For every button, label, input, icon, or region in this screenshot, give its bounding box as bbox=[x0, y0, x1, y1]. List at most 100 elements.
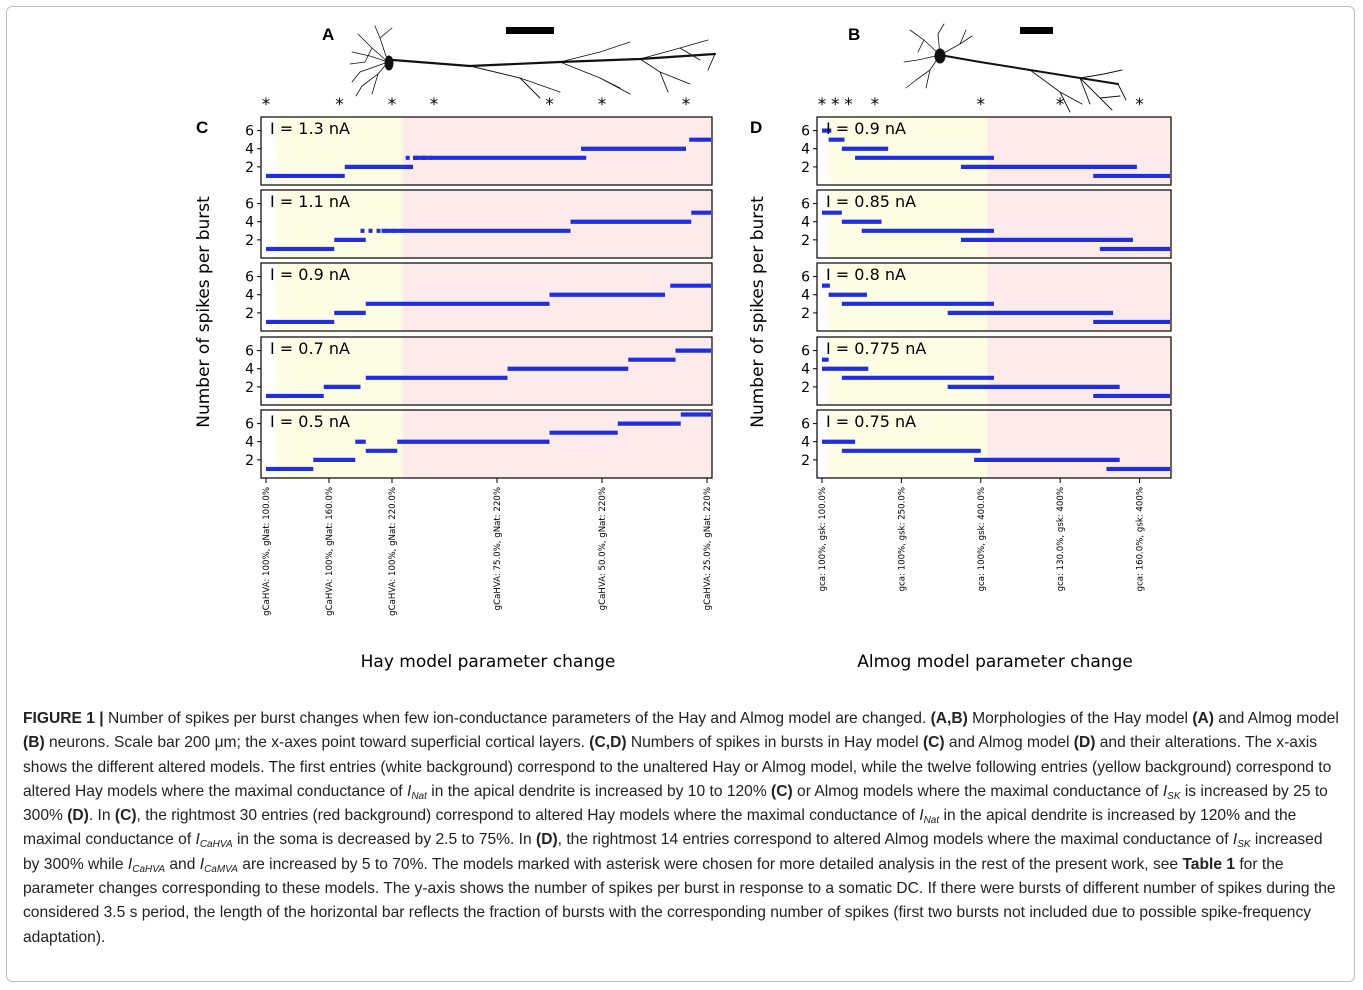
panel-label-c: C bbox=[196, 118, 208, 137]
y-tick-label: 6 bbox=[801, 197, 810, 213]
region-yellow bbox=[276, 337, 403, 405]
y-tick-label: 4 bbox=[245, 215, 254, 231]
y-tick-label: 2 bbox=[801, 453, 810, 469]
subplot-frame bbox=[260, 336, 713, 406]
y-tick-label: 2 bbox=[801, 233, 810, 249]
y-tick-label: 6 bbox=[801, 417, 810, 433]
caption-text: Morphologies of the Hay model bbox=[967, 710, 1193, 727]
asterisk-marker: * bbox=[844, 95, 853, 115]
current-label: I = 0.775 nA bbox=[826, 339, 926, 358]
region-unaltered bbox=[261, 410, 277, 478]
asterisk-marker: * bbox=[335, 95, 344, 115]
caption-text: neurons. Scale bar 200 μm; the x-axes po… bbox=[44, 734, 590, 752]
region-red bbox=[402, 337, 712, 405]
subplot-frame bbox=[816, 409, 1172, 479]
panel-label-b: B bbox=[848, 25, 860, 44]
region-red bbox=[987, 117, 1171, 185]
y-tick-label: 4 bbox=[801, 288, 810, 304]
caption-symbol: ISK bbox=[1162, 782, 1181, 802]
caption-text: in the soma is decreased by 2.5 to 75%. … bbox=[232, 831, 537, 849]
table-link[interactable]: Table 1 bbox=[1182, 855, 1236, 873]
caption-text: and bbox=[165, 855, 200, 873]
caption-text: , the rightmost 30 entries (red backgrou… bbox=[136, 807, 920, 825]
x-tick-label: gca: 160.0%, gsk: 400% bbox=[1136, 487, 1146, 591]
caption-ref: (D) bbox=[67, 807, 89, 825]
region-unaltered bbox=[817, 410, 829, 478]
caption-text: and Almog model bbox=[1213, 710, 1339, 727]
x-axis-label-d: Almog model parameter change bbox=[857, 652, 1133, 672]
asterisk-marker: * bbox=[1056, 95, 1065, 115]
y-tick-label: 4 bbox=[245, 142, 254, 158]
caption-text: and their alterations. The x-axis shows … bbox=[23, 734, 1332, 800]
y-tick-label: 2 bbox=[801, 380, 810, 396]
y-axis-label-c: Number of spikes per burst bbox=[194, 196, 214, 428]
region-yellow bbox=[276, 190, 403, 258]
x-tick-label: gca: 130.0%, gsk: 400% bbox=[1056, 487, 1066, 591]
asterisk-marker: * bbox=[545, 95, 554, 115]
region-red bbox=[402, 410, 712, 478]
y-tick-label: 6 bbox=[245, 344, 254, 360]
region-red bbox=[987, 410, 1171, 478]
current-label: I = 0.75 nA bbox=[826, 412, 916, 431]
caption-text: and Almog model bbox=[944, 734, 1074, 752]
y-tick-label: 6 bbox=[245, 197, 254, 213]
caption-symbol: ISK bbox=[1232, 831, 1251, 851]
current-label: I = 0.9 nA bbox=[270, 265, 350, 284]
x-axis-label-c: Hay model parameter change bbox=[361, 652, 616, 672]
y-tick-label: 4 bbox=[245, 435, 254, 451]
region-unaltered bbox=[261, 337, 277, 405]
y-tick-label: 6 bbox=[245, 270, 254, 286]
figure-caption: FIGURE 1 | Number of spikes per burst ch… bbox=[23, 707, 1341, 950]
y-tick-label: 2 bbox=[245, 306, 254, 322]
y-tick-label: 6 bbox=[801, 344, 810, 360]
asterisk-marker: * bbox=[1135, 95, 1144, 115]
caption-text: in the apical dendrite is increased by 1… bbox=[426, 782, 772, 800]
region-yellow bbox=[276, 263, 403, 331]
caption-text: Numbers of spikes in bursts in Hay model bbox=[626, 734, 923, 752]
caption-lead: FIGURE 1 | bbox=[23, 710, 104, 727]
region-unaltered bbox=[817, 337, 829, 405]
region-unaltered bbox=[261, 117, 277, 185]
caption-symbol: INat bbox=[919, 807, 940, 827]
y-tick-label: 4 bbox=[245, 288, 254, 304]
region-unaltered bbox=[817, 190, 829, 258]
region-unaltered bbox=[817, 117, 829, 185]
caption-ref: (C,D) bbox=[589, 734, 627, 752]
caption-ref: (C) bbox=[922, 734, 945, 752]
subplot-frame bbox=[816, 189, 1172, 259]
asterisk-marker: * bbox=[818, 95, 827, 115]
x-tick-label: gCaHVA: 100%, gNat: 220.0% bbox=[388, 487, 398, 616]
region-yellow bbox=[276, 410, 403, 478]
region-yellow bbox=[828, 190, 988, 258]
current-label: I = 0.85 nA bbox=[826, 192, 916, 211]
caption-text: increased by 300% while bbox=[23, 831, 1323, 873]
asterisk-marker: * bbox=[977, 95, 986, 115]
caption-ref: (A,B) bbox=[930, 710, 968, 727]
panel-label-a: A bbox=[322, 25, 334, 44]
neuron-morphology-hay bbox=[349, 25, 717, 99]
x-tick-label: gCaHVA: 75.0%, gNat: 220% bbox=[493, 487, 503, 610]
y-tick-label: 2 bbox=[245, 380, 254, 396]
asterisk-marker: * bbox=[682, 95, 691, 115]
region-red bbox=[987, 190, 1171, 258]
region-unaltered bbox=[261, 263, 277, 331]
y-tick-label: 4 bbox=[801, 362, 810, 378]
current-label: I = 0.7 nA bbox=[270, 339, 350, 358]
caption-symbol: ICaHVA bbox=[195, 831, 233, 851]
y-tick-label: 2 bbox=[801, 306, 810, 322]
figure-graphic: A B C D Number of spikes per burst Numbe… bbox=[194, 23, 1172, 672]
region-red bbox=[987, 263, 1171, 331]
y-tick-label: 6 bbox=[801, 124, 810, 140]
plot-group-hay: * * * * * * * 2 4 6 I = 1.3 nA 2 4 6 I = 1.1 nA 2 4 6 I = … bbox=[245, 95, 713, 616]
caption-ref: (C) bbox=[114, 807, 137, 825]
asterisk-marker: * bbox=[388, 95, 397, 115]
current-label: I = 1.3 nA bbox=[270, 119, 350, 138]
caption-ref: (A) bbox=[1192, 710, 1214, 727]
caption-ref: (D) bbox=[1073, 734, 1096, 752]
region-unaltered bbox=[817, 263, 829, 331]
region-red bbox=[987, 337, 1171, 405]
caption-text: are increased by 5 to 70%. The models ma… bbox=[237, 855, 1183, 873]
caption-ref: (D) bbox=[536, 831, 558, 849]
current-label: I = 0.5 nA bbox=[270, 412, 350, 431]
scale-bar-almog bbox=[1020, 27, 1053, 34]
